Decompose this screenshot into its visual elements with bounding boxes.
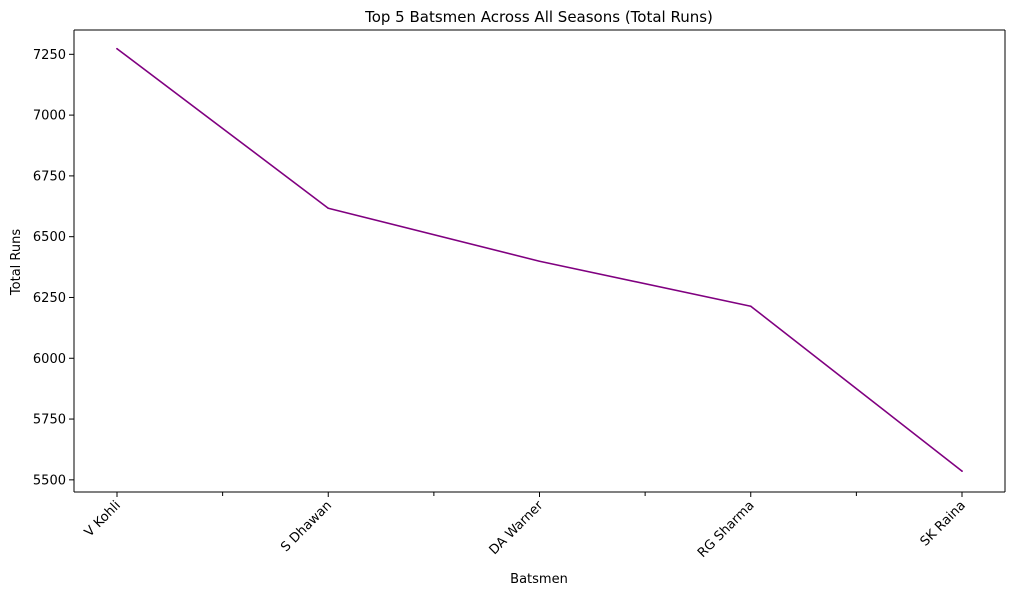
y-tick-label-6250: 6250 [33,291,66,306]
plot-area: 5500 5750 6000 6250 6500 6750 7000 7250 V Kohli S… [33,29,1006,561]
series-line-0 [116,47,963,472]
y-tick-label-7250: 7250 [33,48,66,63]
data-point-0-1 [327,207,330,210]
x-tick-label-3: RG Sharma [695,498,758,561]
x-tick-label-1: S Dhawan [278,498,335,555]
data-point-0-0 [116,47,118,50]
data-point-0-4 [961,470,963,472]
y-tick-label-6500: 6500 [33,230,66,245]
x-tick-label-0: V Kohli [82,498,124,540]
chart-title: Top 5 Batsmen Across All Seasons (Total … [364,8,713,26]
y-tick-label-6000: 6000 [33,352,66,367]
data-point-0-3 [749,305,752,308]
y-tick-label-7000: 7000 [33,109,66,124]
x-axis-label: Batsmen [510,572,568,587]
y-tick-label-5750: 5750 [33,413,66,428]
y-tick-label-6750: 6750 [33,169,66,184]
data-point-0-2 [538,260,541,263]
x-tick-label-2: DA Warner [487,498,547,558]
y-axis-label: Total Runs [9,229,24,296]
y-tick-label-5500: 5500 [33,473,66,488]
x-tick-label-4: SK Raina [918,498,969,549]
